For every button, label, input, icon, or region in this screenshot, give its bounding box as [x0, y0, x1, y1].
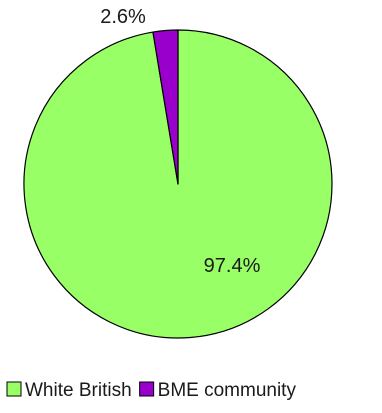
- legend-entry-white-british: White British: [6, 380, 132, 401]
- data-label-bme-community: 2.6%: [100, 6, 146, 28]
- data-label-white-british: 97.4%: [204, 255, 261, 277]
- legend-label-white-british: White British: [25, 380, 132, 401]
- legend-entry-bme-community: BME community: [139, 380, 297, 401]
- pie-slice-bme-community: [152, 29, 179, 185]
- slice-labels: 97.4% 2.6%: [100, 6, 260, 277]
- legend-swatch-bme-community: [139, 381, 155, 397]
- pie-slices: [23, 29, 333, 339]
- legend-swatch-white-british: [6, 381, 22, 397]
- legend-label-bme-community: BME community: [158, 380, 297, 401]
- legend: White British BME community: [6, 380, 297, 401]
